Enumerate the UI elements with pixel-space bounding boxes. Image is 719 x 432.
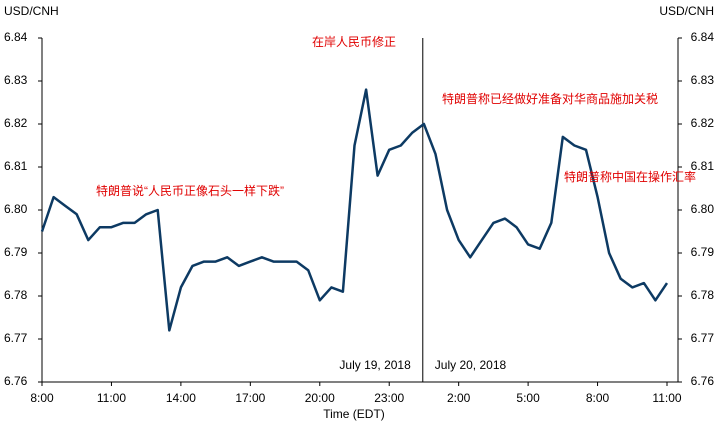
y2-tick-label: 6.80 [691, 202, 715, 216]
annotation: 在岸人民币修正 [312, 34, 396, 49]
annotation: 特朗普称中国在操作汇率 [564, 169, 696, 184]
y2-tick-label: 6.83 [691, 73, 715, 87]
annotation: July 20, 2018 [435, 358, 507, 372]
y-tick-label: 6.79 [4, 245, 28, 259]
annotation: 特朗普说“人民币正像石头一样下跌” [96, 183, 284, 198]
x-tick-label: 11:00 [652, 391, 681, 405]
y-axis-label: USD/CNH [4, 4, 59, 18]
x-axis-label: Time (EDT) [323, 407, 385, 421]
x-tick-label: 2:00 [447, 391, 471, 405]
y-tick-label: 6.83 [4, 73, 28, 87]
x-tick-label: 5:00 [516, 391, 540, 405]
y-tick-label: 6.76 [4, 374, 28, 388]
y-tick-label: 6.77 [4, 331, 28, 345]
y-tick-label: 6.80 [4, 202, 28, 216]
x-tick-label: 23:00 [374, 391, 404, 405]
y2-tick-label: 6.84 [691, 30, 715, 44]
x-tick-label: 20:00 [305, 391, 335, 405]
annotation: 特朗普称已经做好准备对华商品施加关税 [442, 91, 658, 106]
y2-tick-label: 6.76 [691, 374, 715, 388]
x-tick-label: 11:00 [97, 391, 126, 405]
y-tick-label: 6.84 [4, 30, 28, 44]
y2-tick-label: 6.79 [691, 245, 715, 259]
y-tick-label: 6.82 [4, 116, 28, 130]
y2-tick-label: 6.82 [691, 116, 715, 130]
y2-tick-label: 6.81 [691, 159, 715, 173]
price-line [40, 88, 669, 332]
y2-axis-label: USD/CNH [659, 4, 714, 18]
y-tick-label: 6.81 [4, 159, 28, 173]
annotation: July 19, 2018 [339, 358, 411, 372]
x-tick-label: 17:00 [235, 391, 265, 405]
y2-tick-label: 6.77 [691, 331, 715, 345]
y2-tick-label: 6.78 [691, 288, 715, 302]
y-tick-label: 6.78 [4, 288, 28, 302]
x-tick-label: 8:00 [30, 391, 54, 405]
x-tick-label: 8:00 [586, 391, 610, 405]
x-tick-label: 14:00 [166, 391, 196, 405]
